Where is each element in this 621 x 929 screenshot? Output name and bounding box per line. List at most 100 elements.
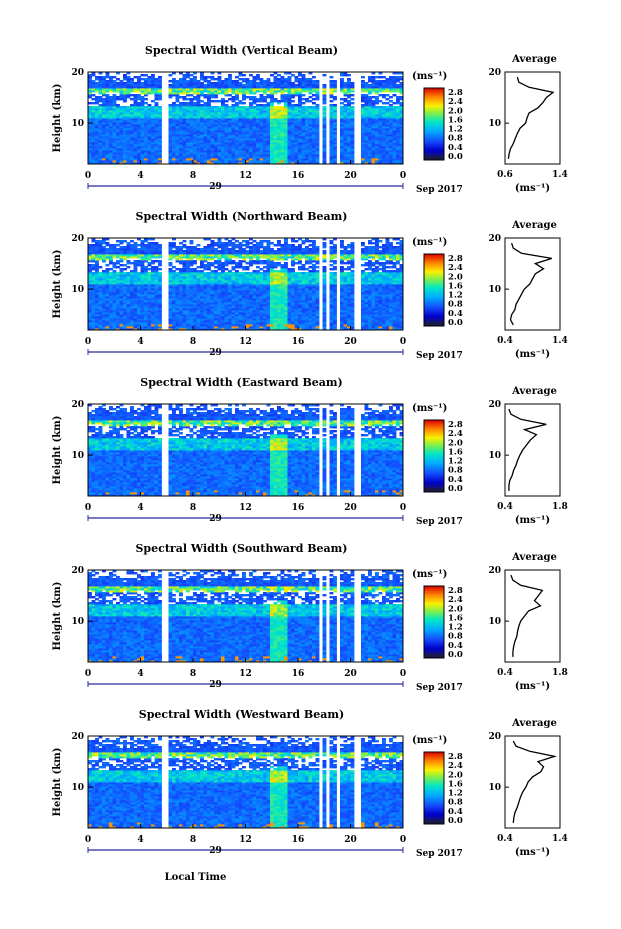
date-label: Sep 2017 xyxy=(416,849,463,859)
x-tick-label: 12 xyxy=(239,171,252,181)
date-label: Sep 2017 xyxy=(416,351,463,361)
heatmap xyxy=(88,404,403,496)
average-frame xyxy=(505,238,560,330)
colorbar-bottom xyxy=(424,322,444,326)
avg-y-tick-label: 20 xyxy=(488,732,501,742)
average-frame xyxy=(505,736,560,828)
x-tick-label: 20 xyxy=(344,835,357,845)
x-tick-label: 0 xyxy=(85,337,91,347)
avg-x-label: (ms⁻¹) xyxy=(515,183,550,194)
x-tick-label: 0 xyxy=(400,835,406,845)
average-profile-line xyxy=(509,409,546,491)
y-tick-label: 10 xyxy=(71,451,84,461)
x-tick-label: 8 xyxy=(190,835,196,845)
avg-x-tick-label: 1.4 xyxy=(552,336,568,346)
heatmap xyxy=(88,736,403,828)
avg-x-label: (ms⁻¹) xyxy=(515,515,550,526)
y-tick-label: 20 xyxy=(71,68,84,78)
avg-y-tick-label: 20 xyxy=(488,566,501,576)
colorbar-unit: (ms⁻¹) xyxy=(412,71,447,82)
x-tick-label: 12 xyxy=(239,835,252,845)
y-tick-label: 20 xyxy=(71,566,84,576)
x-tick-label: 4 xyxy=(137,503,143,513)
x-tick-label: 4 xyxy=(137,171,143,181)
x-tick-label: 8 xyxy=(190,503,196,513)
colorbar-tick-label: 0.0 xyxy=(448,816,463,826)
average-profile-line xyxy=(511,575,542,657)
heatmap xyxy=(88,570,403,662)
avg-y-tick-label: 10 xyxy=(488,617,501,627)
avg-x-tick-label: 0.6 xyxy=(497,170,513,180)
average-title: Average xyxy=(511,718,557,729)
x-tick-label: 0 xyxy=(400,669,406,679)
avg-x-tick-label: 1.8 xyxy=(552,502,568,512)
x-tick-label: 20 xyxy=(344,337,357,347)
panel-title: Spectral Width (Southward Beam) xyxy=(135,542,347,555)
avg-x-tick-label: 1.4 xyxy=(552,170,568,180)
x-tick-label: 16 xyxy=(292,171,305,181)
colorbar-unit: (ms⁻¹) xyxy=(412,403,447,414)
day-label: 29 xyxy=(209,348,222,358)
day-label: 29 xyxy=(209,680,222,690)
colorbar-tick-label: 0.0 xyxy=(448,152,463,162)
panel-title: Spectral Width (Westward Beam) xyxy=(139,708,344,721)
x-tick-label: 20 xyxy=(344,171,357,181)
x-tick-label: 16 xyxy=(292,835,305,845)
date-label: Sep 2017 xyxy=(416,185,463,195)
y-axis-label: Height (km) xyxy=(52,748,63,817)
x-tick-label: 12 xyxy=(239,503,252,513)
average-title: Average xyxy=(511,386,557,397)
avg-x-label: (ms⁻¹) xyxy=(515,847,550,858)
panel-2: Spectral Width (Eastward Beam)2010Height… xyxy=(52,376,568,527)
x-tick-label: 8 xyxy=(190,669,196,679)
x-tick-label: 0 xyxy=(85,503,91,513)
date-label: Sep 2017 xyxy=(416,517,463,527)
average-frame xyxy=(505,72,560,164)
panel-title: Spectral Width (Vertical Beam) xyxy=(145,44,338,57)
x-tick-label: 4 xyxy=(137,669,143,679)
avg-y-tick-label: 20 xyxy=(488,400,501,410)
avg-x-label: (ms⁻¹) xyxy=(515,681,550,692)
colorbar-tick-label: 0.0 xyxy=(448,650,463,660)
average-profile-line xyxy=(508,77,553,159)
y-axis-label: Height (km) xyxy=(52,416,63,485)
heatmap xyxy=(88,72,403,164)
x-tick-label: 0 xyxy=(85,669,91,679)
avg-y-tick-label: 20 xyxy=(488,234,501,244)
panel-3: Spectral Width (Southward Beam)2010Heigh… xyxy=(52,542,568,693)
y-axis-label: Height (km) xyxy=(52,250,63,319)
x-tick-label: 0 xyxy=(400,337,406,347)
avg-y-tick-label: 10 xyxy=(488,285,501,295)
y-tick-label: 10 xyxy=(71,783,84,793)
avg-y-tick-label: 10 xyxy=(488,451,501,461)
average-profile-line xyxy=(511,243,552,325)
heatmap xyxy=(88,238,403,330)
avg-x-tick-label: 1.8 xyxy=(552,668,568,678)
day-label: 29 xyxy=(209,846,222,856)
panel-title: Spectral Width (Northward Beam) xyxy=(136,210,348,223)
colorbar-unit: (ms⁻¹) xyxy=(412,569,447,580)
colorbar-bottom xyxy=(424,654,444,658)
average-title: Average xyxy=(511,220,557,231)
x-tick-label: 8 xyxy=(190,337,196,347)
avg-x-label: (ms⁻¹) xyxy=(515,349,550,360)
avg-y-tick-label: 10 xyxy=(488,783,501,793)
avg-x-tick-label: 0.4 xyxy=(497,834,513,844)
x-tick-label: 20 xyxy=(344,503,357,513)
day-label: 29 xyxy=(209,514,222,524)
y-tick-label: 20 xyxy=(71,400,84,410)
y-axis-label: Height (km) xyxy=(52,84,63,153)
avg-x-tick-label: 1.4 xyxy=(552,834,568,844)
average-title: Average xyxy=(511,552,557,563)
colorbar-bottom xyxy=(424,156,444,160)
x-tick-label: 16 xyxy=(292,503,305,513)
colorbar-bottom xyxy=(424,820,444,824)
x-axis-label: Local Time xyxy=(165,872,227,883)
y-tick-label: 10 xyxy=(71,617,84,627)
date-label: Sep 2017 xyxy=(416,683,463,693)
x-tick-label: 0 xyxy=(85,171,91,181)
colorbar-tick-label: 0.0 xyxy=(448,318,463,328)
average-frame xyxy=(505,404,560,496)
x-tick-label: 12 xyxy=(239,337,252,347)
x-tick-label: 0 xyxy=(85,835,91,845)
